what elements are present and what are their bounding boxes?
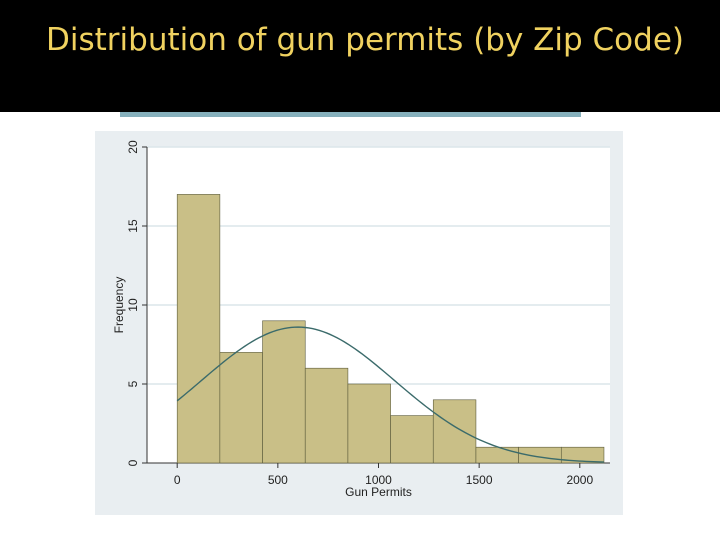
x-tick-label: 1500 [466, 473, 493, 487]
normal-density-curve [176, 326, 604, 463]
x-tick-label: 1000 [365, 473, 392, 487]
y-tick-label: 0 [126, 459, 140, 466]
histogram-bar [432, 399, 477, 464]
x-axis-title: Gun Permits [345, 485, 412, 499]
y-axis-title: Frequency [112, 277, 126, 334]
title-bar [0, 0, 720, 112]
y-tick-label: 15 [126, 219, 140, 233]
histogram-bar [262, 320, 306, 464]
histogram-bar [176, 194, 221, 464]
histogram-bar [347, 383, 391, 464]
y-tick-label: 5 [126, 380, 140, 387]
histogram-bar [219, 352, 263, 464]
histogram-bar [304, 367, 349, 464]
x-tick-label: 0 [174, 473, 181, 487]
histogram-bar [475, 446, 519, 464]
title-accent-rule [120, 112, 581, 117]
x-tick-label: 500 [268, 473, 288, 487]
slide-title: Distribution of gun permits (by Zip Code… [46, 22, 684, 58]
y-tick-label: 20 [126, 140, 140, 154]
x-tick-label: 2000 [566, 473, 593, 487]
histogram-bar [560, 446, 605, 464]
y-tick-label: 10 [126, 298, 140, 312]
histogram-bar [390, 415, 434, 464]
